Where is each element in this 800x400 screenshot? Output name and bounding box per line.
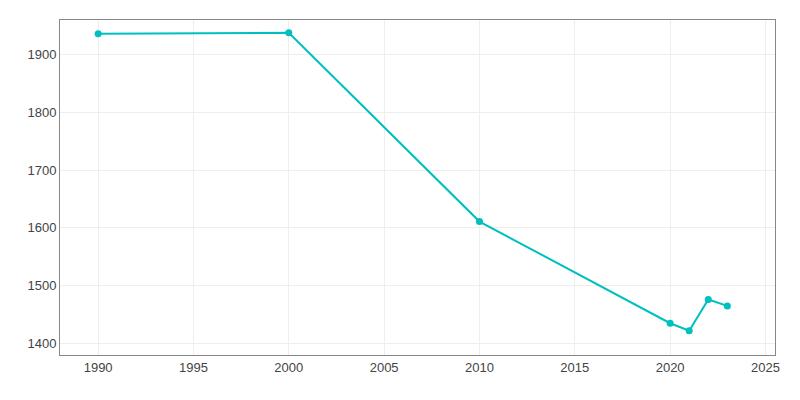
svg-text:1700: 1700 bbox=[27, 163, 56, 178]
svg-text:2025: 2025 bbox=[751, 360, 780, 375]
svg-text:2020: 2020 bbox=[656, 360, 685, 375]
svg-text:2015: 2015 bbox=[560, 360, 589, 375]
svg-text:1500: 1500 bbox=[27, 278, 56, 293]
svg-text:1400: 1400 bbox=[27, 336, 56, 351]
svg-text:2005: 2005 bbox=[370, 360, 399, 375]
svg-text:2000: 2000 bbox=[274, 360, 303, 375]
svg-text:1600: 1600 bbox=[27, 220, 56, 235]
svg-text:1800: 1800 bbox=[27, 105, 56, 120]
svg-text:1900: 1900 bbox=[27, 47, 56, 62]
svg-text:1995: 1995 bbox=[179, 360, 208, 375]
svg-text:1990: 1990 bbox=[84, 360, 113, 375]
svg-text:2010: 2010 bbox=[465, 360, 494, 375]
